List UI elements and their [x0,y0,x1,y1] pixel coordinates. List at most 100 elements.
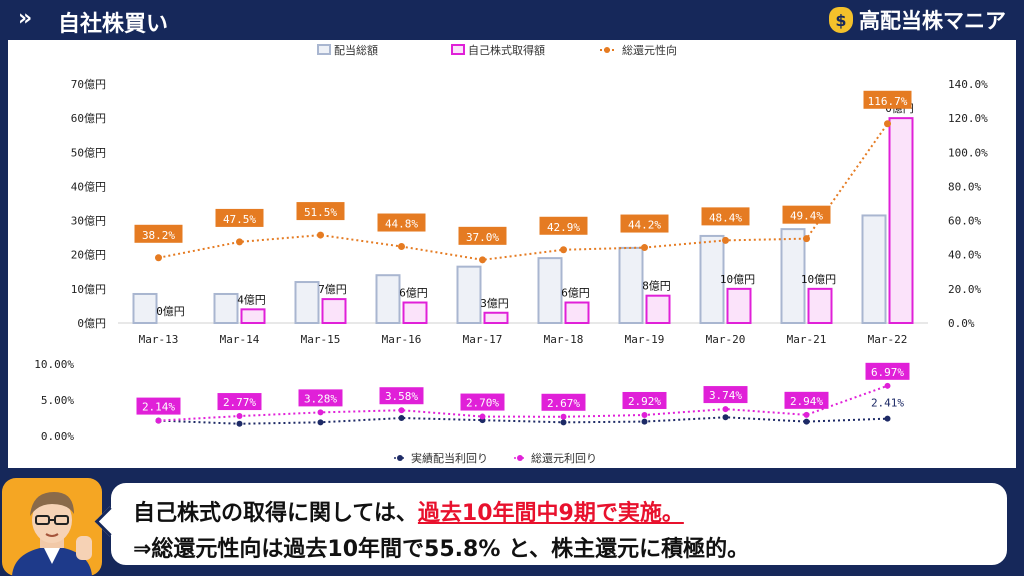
buyback-bar [564,301,590,324]
payout-label-box [377,213,426,232]
left-tick-label: 50億円 [71,146,106,159]
caption-highlight: 過去10年間中9期で実施。 [417,501,684,526]
dividend-total-bar [861,214,887,324]
chart-svg: 配当総額 自己株式取得額 総還元性向 0億円 10億円 20億円 30億円 40億円 50億円 6… [34,43,988,465]
total-yield-label-box [703,386,748,404]
category-label: Mar-21 [787,333,827,346]
left-tick-label: 40億円 [71,180,106,193]
buyback-label: 4億円 [237,293,266,306]
payout-ratio-point [236,238,243,246]
legend-actual-yield-label: 実績配当利回り [411,451,488,465]
yield-tick-label: 5.00% [41,394,74,407]
chart-panel: 配当総額 自己株式取得額 総還元性向 0億円 10億円 20億円 30億円 40億円 50億円 6… [8,40,1016,468]
total-yield-label: 2.14% [142,401,175,414]
payout-label-box [782,205,831,224]
legend-swatch-0 [317,44,331,55]
buyback-label: 10億円 [801,273,836,286]
payout-ratio-point [722,236,729,244]
category-label: Mar-16 [382,333,422,346]
total-yield-point [722,406,729,413]
dividend-total-bar [375,274,401,324]
brand-logo: $ 高配当株マニア [829,5,1006,35]
actual-yield-line [158,416,888,425]
total-yield-label-box [622,391,667,409]
dividend-total-bar [780,228,806,325]
buyback-bar [645,294,671,324]
total-yield-point [479,413,486,420]
buyback-bar [888,117,914,325]
header-bar: » 自社株買い $ 高配当株マニア [0,0,1024,40]
right-tick-label: 100.0% [948,146,988,159]
speech-bubble: 自己株式の取得に関しては、過去10年間中9期で実施。 ⇒総還元性向は過去10年間… [94,480,1010,568]
category-label: Mar-15 [301,333,341,346]
right-tick-label: 60.0% [948,215,981,228]
actual-yield-point [236,420,243,427]
actual-yield-point [398,415,405,421]
buyback-label: 0億円 [156,305,185,318]
legend-label-2: 総還元性向 [622,43,677,57]
category-label: Mar-17 [463,333,503,346]
payout-label-box [296,202,345,221]
buyback-bar [402,301,428,324]
total-yield-label: 2.70% [466,397,499,410]
total-yield-point [317,409,324,416]
legend-total-yield-label: 総還元利回り [531,451,597,465]
category-label: Mar-19 [625,333,665,346]
total-yield-point [560,413,567,420]
total-yield-label: 2.94% [790,395,823,408]
legend-label-1: 自己株式取得額 [468,43,545,57]
right-tick-label: 40.0% [948,249,981,262]
total-yield-label: 3.74% [709,389,742,402]
dividend-total-bar [618,246,644,324]
category-label: Mar-22 [868,333,908,346]
payout-ratio-point [398,243,405,251]
left-tick-label: 70億円 [71,78,106,91]
dividend-total-bar [213,292,239,325]
payout-label-box [701,207,750,226]
payout-label: 42.9% [547,221,580,234]
total-yield-label-box [460,393,505,411]
dividend-total-bar [294,281,320,324]
total-yield-label-box [784,391,829,409]
payout-label: 49.4% [790,210,823,223]
right-tick-label: 0.0% [948,317,975,330]
legend-swatch-1 [451,44,465,55]
payout-ratio-point [884,120,891,128]
total-yield-point [803,411,810,418]
left-tick-label: 20億円 [71,249,106,262]
dividend-total-bar [537,257,563,324]
legend-label-0: 配当総額 [334,43,378,57]
left-tick-label: 30億円 [71,215,106,228]
caption-line-2: ⇒総還元性向は過去10年間で55.8% と、株主還元に積極的。 [133,537,750,562]
left-tick-label: 0億円 [77,317,106,330]
yield-tick-label: 0.00% [41,430,74,443]
payout-label: 47.5% [223,213,256,226]
buyback-bar [726,287,752,325]
payout-label-box [620,214,669,233]
total-yield-point [884,382,891,389]
dividend-total-bar [132,292,158,325]
total-yield-point [155,417,162,424]
buyback-label: 6億円 [561,287,590,300]
caption-line-1: 自己株式の取得に関しては、過去10年間中9期で実施。 [133,495,684,527]
total-yield-line [158,384,888,422]
payout-label-box [134,224,183,243]
total-yield-label-box [298,389,343,407]
payout-ratio-line [158,123,889,261]
total-yield-label: 2.77% [223,396,256,409]
buyback-bar [321,298,347,325]
payout-ratio-point [479,256,486,264]
actual-yield-point [884,415,891,422]
left-tick-label: 60億円 [71,112,106,125]
chevron-right-icon: » [18,6,33,31]
actual-yield-point [722,414,729,421]
category-label: Mar-14 [220,333,260,346]
payout-label: 44.8% [385,218,418,231]
total-yield-point [641,411,648,418]
payout-label: 38.2% [142,229,175,242]
payout-ratio-point [317,231,324,239]
brand-name: 高配当株マニア [859,9,1006,33]
actual-yield-point [317,419,324,426]
actual-yield-point [641,418,648,425]
payout-ratio-point [560,246,567,254]
